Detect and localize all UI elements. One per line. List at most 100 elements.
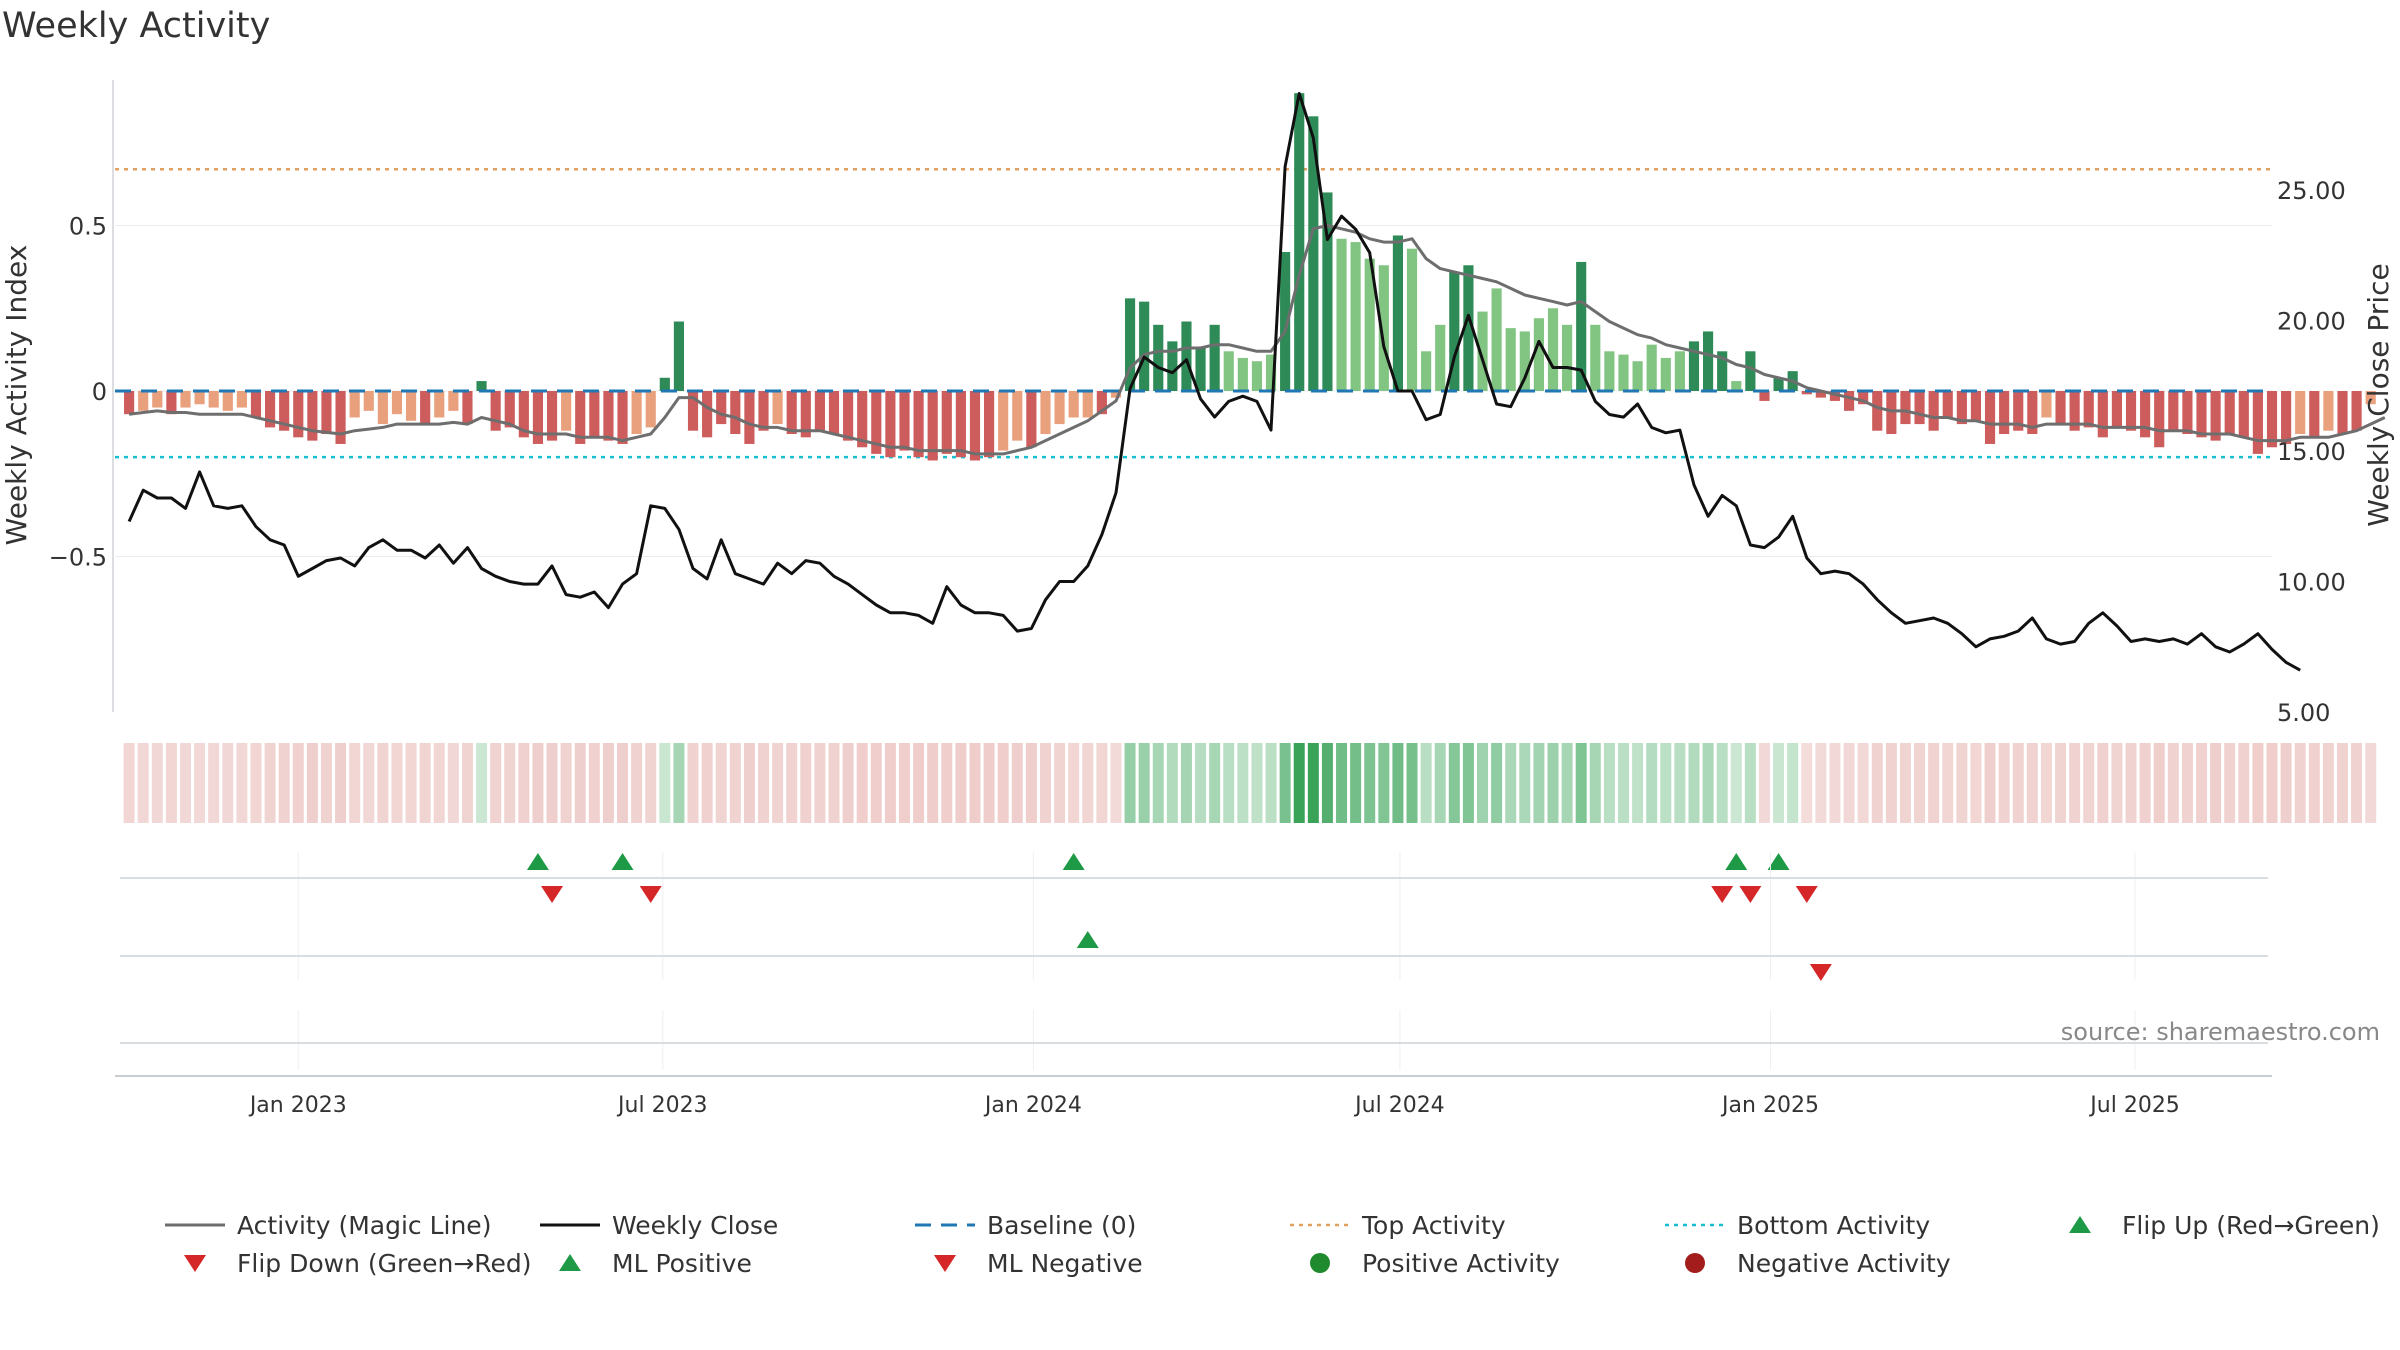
activity-bar: [1914, 391, 1925, 425]
flip-up-marker: [611, 853, 634, 870]
activity-bar: [1886, 391, 1897, 435]
y-right-tick-label: 10.00: [2277, 569, 2346, 597]
activity-strip-cell: [1575, 743, 1587, 823]
activity-bar: [2295, 391, 2306, 435]
activity-strip-cell: [645, 743, 657, 823]
activity-strip-cell: [1462, 743, 1474, 823]
activity-strip-cell: [2069, 743, 2081, 823]
activity-strip-cell: [518, 743, 530, 823]
activity-bar: [631, 391, 642, 435]
legend-swatch: [1685, 1253, 1705, 1273]
legend-item-mlpos: ML Positive: [559, 1249, 752, 1278]
activity-strip-cell: [137, 743, 149, 823]
activity-strip-cell: [2181, 743, 2193, 823]
activity-strip-cell: [1265, 743, 1277, 823]
activity-strip-cell: [2238, 743, 2250, 823]
legend-label: Flip Up (Red→Green): [2122, 1211, 2380, 1240]
activity-strip-cell: [1434, 743, 1446, 823]
activity-strip-cell: [1942, 743, 1954, 823]
activity-strip-cell: [1829, 743, 1841, 823]
activity-strip-cell: [1237, 743, 1249, 823]
activity-strip-cell: [856, 743, 868, 823]
activity-bar: [899, 391, 910, 451]
activity-strip-cell: [1279, 743, 1291, 823]
source-credit: source: sharemaestro.com: [2061, 1018, 2380, 1046]
activity-strip-cell: [476, 743, 488, 823]
activity-bar: [2266, 391, 2278, 448]
activity-bar: [2168, 391, 2179, 431]
activity-bar: [941, 391, 952, 454]
activity-bar: [1336, 238, 1347, 391]
activity-bar: [1759, 391, 1770, 401]
activity-bar: [504, 391, 515, 428]
activity-bar: [1477, 311, 1488, 391]
activity-bar: [2281, 391, 2292, 444]
magic-line-series: [128, 224, 2386, 456]
activity-bar: [476, 381, 487, 391]
activity-bar: [1406, 248, 1418, 391]
activity-strip-cell: [2294, 743, 2306, 823]
legend-item-flipup: Flip Up (Red→Green): [2069, 1211, 2380, 1240]
activity-bar: [1843, 391, 1855, 411]
activity-strip-cell: [955, 743, 967, 823]
activity-strip-cell: [2153, 743, 2165, 823]
activity-bar: [659, 377, 670, 391]
activity-strip-cell: [335, 743, 347, 823]
activity-strip-cell: [377, 743, 389, 823]
activity-bar: [2252, 391, 2263, 454]
activity-strip-cell: [800, 743, 812, 823]
activity-strip-cell: [1195, 743, 1207, 823]
activity-bar: [772, 391, 783, 425]
activity-bar: [2365, 391, 2376, 405]
activity-bar: [1223, 351, 1234, 391]
activity-strip-cell: [1970, 743, 1982, 823]
activity-bar: [645, 391, 656, 428]
chart-title: Weekly Activity: [2, 6, 271, 46]
activity-strip-cell: [2040, 743, 2052, 823]
activity-strip-cell: [2252, 743, 2264, 823]
activity-strip-cell: [1702, 743, 1714, 823]
activity-strip-cell: [2351, 743, 2363, 823]
x-tick-label: Jul 2025: [2088, 1093, 2180, 1118]
activity-bar: [913, 391, 924, 458]
activity-bar: [1815, 391, 1826, 398]
activity-strip-cell: [1561, 743, 1573, 823]
activity-bar: [2182, 391, 2193, 435]
activity-bar: [927, 391, 938, 461]
activity-strip-cell: [1039, 743, 1051, 823]
activity-strip-cell: [1815, 743, 1827, 823]
series-lines: [115, 92, 2386, 672]
activity-bar: [2309, 391, 2320, 438]
activity-strip-cell: [1688, 743, 1700, 823]
activity-strip-cell: [433, 743, 445, 823]
activity-bar: [1604, 351, 1615, 391]
activity-bar: [124, 391, 135, 415]
activity-strip-cell: [828, 743, 840, 823]
x-tick-label: Jan 2025: [1720, 1093, 1819, 1118]
activity-strip-cell: [1758, 743, 1770, 823]
activity-bar: [984, 391, 995, 458]
y-axis-right-label: Weekly Close Price: [2362, 263, 2395, 526]
activity-strip-cell: [1406, 743, 1418, 823]
activity-strip-cell: [490, 743, 502, 823]
activity-strip-cell: [1082, 743, 1094, 823]
activity-bar: [1054, 391, 1065, 425]
activity-bar: [532, 391, 544, 444]
activity-strip-cell: [927, 743, 939, 823]
flip-down-marker: [639, 886, 662, 903]
activity-strip-cell: [222, 743, 234, 823]
activity-strip-cell: [1138, 743, 1150, 823]
activity-strip-cell: [2083, 743, 2095, 823]
activity-bar: [1449, 271, 1460, 391]
legend-label: ML Positive: [612, 1249, 752, 1278]
activity-strip-cell: [2012, 743, 2024, 823]
activity-strip: [123, 743, 2377, 823]
activity-strip-cell: [2026, 743, 2038, 823]
activity-bar: [1773, 377, 1784, 391]
activity-strip-cell: [194, 743, 206, 823]
flip-up-marker: [1767, 853, 1790, 870]
activity-strip-cell: [1603, 743, 1615, 823]
activity-strip-cell: [1617, 743, 1629, 823]
activity-bar: [857, 391, 868, 448]
activity-strip-cell: [264, 743, 276, 823]
